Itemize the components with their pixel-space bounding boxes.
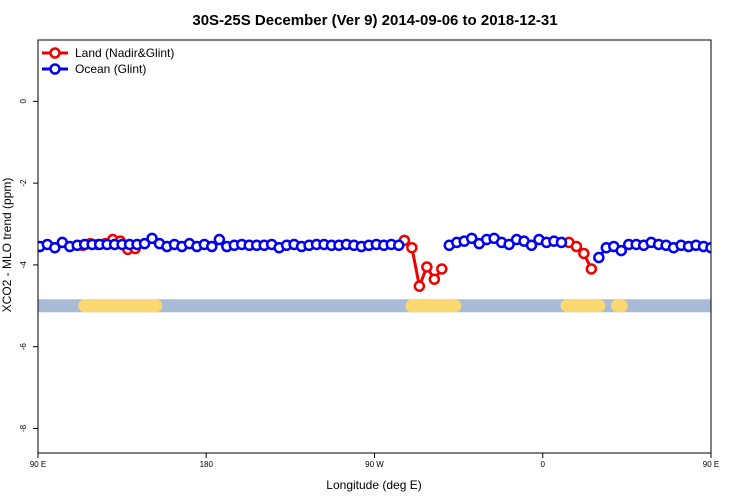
ocean-point bbox=[736, 240, 745, 249]
ocean-point bbox=[729, 242, 738, 251]
ocean-point bbox=[555, 236, 568, 249]
legend-ocean-marker bbox=[49, 63, 61, 75]
series-layer bbox=[38, 232, 750, 292]
land-point bbox=[736, 242, 745, 251]
land-point bbox=[421, 261, 433, 273]
ocean-point bbox=[744, 241, 750, 250]
y-tick-label: -4 bbox=[19, 261, 28, 269]
y-axis: 0 -2 -4 -6 -8 bbox=[19, 99, 38, 432]
land-point bbox=[578, 247, 590, 260]
x-tick-label: 0 bbox=[541, 460, 546, 469]
land-point bbox=[428, 273, 441, 285]
ocean-point bbox=[593, 251, 605, 264]
ocean-point bbox=[714, 242, 723, 251]
x-tick-label: 180 bbox=[200, 460, 214, 469]
ocean-point bbox=[721, 239, 730, 248]
chart-title: 30S-25S December (Ver 9) 2014-09-06 to 2… bbox=[192, 12, 557, 29]
ocean-point bbox=[213, 233, 226, 246]
y-tick-label: -8 bbox=[19, 424, 28, 432]
legend: Land (Nadir&Glint) Ocean (Glint) bbox=[42, 46, 174, 76]
ocean-point bbox=[146, 232, 158, 245]
x-tick-label: 90 E bbox=[30, 460, 46, 469]
land-point bbox=[570, 240, 583, 253]
ocean-point bbox=[705, 241, 711, 254]
y-tick-label: -6 bbox=[19, 343, 28, 351]
ocean-point bbox=[206, 240, 218, 253]
legend-land-label: Land (Nadir&Glint) bbox=[75, 46, 174, 60]
land-point bbox=[585, 263, 598, 275]
land-point bbox=[436, 263, 448, 275]
x-tick-label: 90 E bbox=[703, 460, 719, 469]
ocean-point bbox=[393, 239, 405, 252]
ocean-point bbox=[49, 241, 61, 254]
ocean-point bbox=[525, 239, 538, 252]
y-tick-label: 0 bbox=[19, 99, 28, 104]
y-axis-label: XCO2 - MLO trend (ppm) bbox=[0, 178, 14, 313]
x-axis-label: Longitude (deg E) bbox=[326, 478, 421, 492]
y-tick-label: -2 bbox=[19, 179, 28, 187]
x-tick-label: 90 W bbox=[365, 460, 384, 469]
ocean-point bbox=[465, 232, 478, 245]
land-point bbox=[413, 280, 426, 292]
legend-ocean-label: Ocean (Glint) bbox=[75, 62, 146, 76]
land-series-line-3 bbox=[726, 240, 750, 250]
ocean-point bbox=[138, 237, 151, 250]
land-point bbox=[729, 240, 738, 249]
legend-land-marker bbox=[49, 47, 61, 59]
land-point bbox=[406, 241, 418, 254]
ocean-point bbox=[615, 244, 628, 257]
land-point bbox=[744, 240, 750, 249]
land-point bbox=[721, 242, 730, 251]
